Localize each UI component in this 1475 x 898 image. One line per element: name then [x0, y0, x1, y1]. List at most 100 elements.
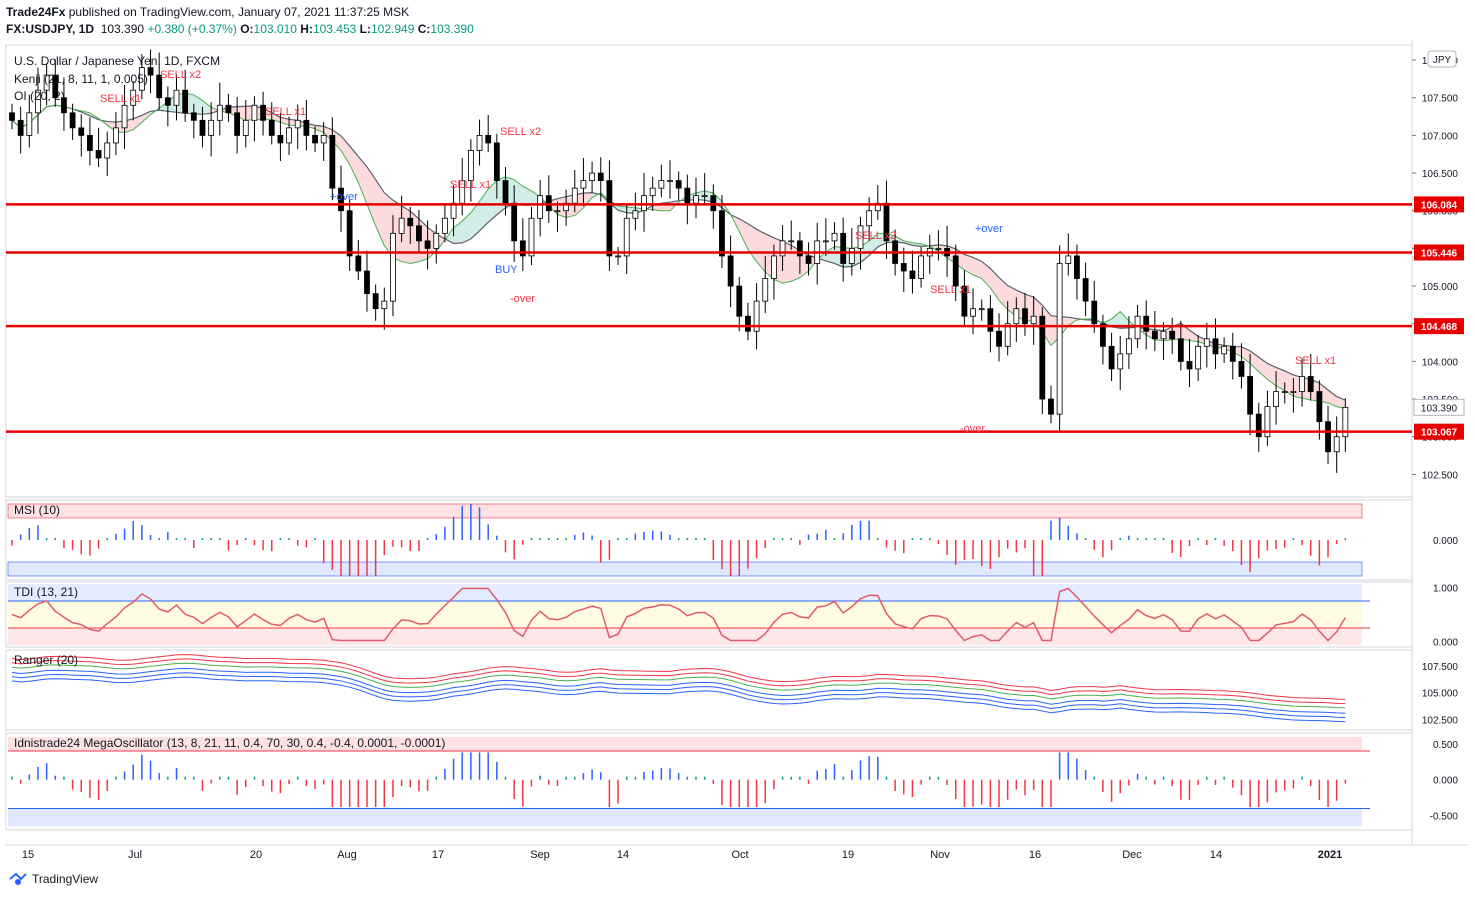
kenji-cloud-segment: [1258, 357, 1268, 380]
msi-lower-band: [7, 561, 1363, 577]
candle-body: [623, 217, 630, 257]
candle-body: [329, 135, 336, 189]
candle-body: [805, 255, 812, 264]
kenji-cloud-segment: [1267, 363, 1277, 386]
candle-body: [1264, 406, 1271, 438]
kenji-cloud-segment: [869, 233, 878, 256]
kenji-cloud-segment: [1189, 330, 1199, 342]
candle-body: [866, 210, 873, 227]
candle-body: [1169, 330, 1176, 340]
y-tick-label: 107.500: [1422, 94, 1459, 105]
level-label-box-2: [1414, 318, 1464, 335]
candle-body: [338, 187, 344, 212]
x-tick-label: Aug: [337, 849, 357, 861]
low-label: L:: [359, 22, 371, 36]
candle-body: [320, 135, 327, 144]
ranger-band-5: [11, 676, 1346, 723]
kenji-cloud-segment: [557, 196, 567, 218]
signal-label: -over: [960, 423, 985, 435]
y-tick-label: 0.500: [1433, 740, 1458, 751]
candle-body: [1307, 376, 1314, 392]
candle-body: [1074, 255, 1080, 279]
candle-body: [1195, 345, 1202, 370]
candle-body: [225, 104, 232, 114]
candle-body: [1342, 406, 1349, 438]
y-tick-label: 107.000: [1422, 131, 1459, 142]
candle-body: [615, 255, 621, 258]
symbol-label[interactable]: FX:USDJPY, 1D: [6, 22, 95, 36]
msi-upper-band: [7, 503, 1363, 519]
candle-body: [138, 67, 145, 91]
candle-body: [467, 150, 474, 182]
chart-canvas[interactable]: 108.000107.500107.000106.500106.000105.5…: [0, 40, 1475, 865]
kenji-fast-line: [11, 92, 1346, 410]
kenji-cloud-segment: [756, 229, 766, 272]
kenji-cloud-segment: [401, 205, 411, 264]
candle-body: [1143, 315, 1150, 332]
msi-title: MSI (10): [14, 503, 60, 517]
candle-body: [1022, 308, 1028, 325]
y-tick-label: 0.000: [1433, 776, 1458, 787]
tradingview-logo-icon: [9, 872, 27, 885]
candle-body: [528, 217, 535, 257]
ranger-band-1: [11, 658, 1346, 705]
candle-body: [1203, 338, 1210, 347]
kenji-cloud-segment: [1276, 367, 1285, 391]
candle-body: [268, 119, 275, 136]
kenji-cloud-segment: [358, 156, 367, 205]
candle-body: [952, 255, 959, 287]
main-title: U.S. Dollar / Japanese Yen, 1D, FXCM: [14, 54, 220, 68]
tradingview-footer[interactable]: TradingView: [8, 872, 98, 886]
candle-body: [822, 240, 829, 243]
candle-body: [43, 74, 50, 91]
footer-brand: TradingView: [32, 872, 99, 886]
x-tick-label: Sep: [530, 849, 550, 861]
mega-title: Idnistrade24 MegaOscillator (13, 8, 21, …: [14, 736, 445, 750]
candle-body: [909, 270, 916, 279]
candle-body: [675, 180, 682, 189]
y-tick-label: 102.500: [1422, 470, 1459, 481]
candle-body: [1117, 353, 1124, 370]
candle-body: [260, 104, 266, 121]
x-tick-label: Jul: [128, 849, 142, 861]
candle-body: [1186, 360, 1193, 370]
candle-body: [996, 330, 1002, 347]
candle-body: [796, 240, 803, 257]
candle-body: [182, 89, 189, 114]
publish-line: Trade24Fx published on TradingView.com, …: [6, 5, 409, 19]
candle-body: [1048, 398, 1054, 415]
candle-body: [112, 127, 119, 144]
kenji-cloud-segment: [202, 100, 212, 115]
candle-body: [1151, 330, 1158, 340]
candle-body: [693, 195, 699, 204]
price-change: +0.380 (+0.37%): [147, 22, 237, 36]
kenji-cloud-segment: [1111, 311, 1121, 329]
quote-line: FX:USDJPY, 1D 103.390 +0.380 (+0.37%) O:…: [6, 22, 474, 36]
kenji-slow-line: [11, 104, 1346, 401]
last-price-label: 103.390: [1421, 403, 1458, 414]
signal-label: BUY: [495, 264, 518, 276]
candle-body: [303, 119, 310, 136]
candle-body: [433, 232, 440, 249]
signal-label: SELL x2: [160, 69, 201, 81]
kenji-cloud-segment: [479, 189, 489, 231]
x-tick-label: 14: [617, 849, 629, 861]
kenji-cloud-segment: [514, 179, 523, 206]
kenji-cloud-segment: [1328, 390, 1337, 407]
candle-body: [147, 67, 154, 76]
x-tick-label: 16: [1029, 849, 1041, 861]
candle-body: [788, 240, 795, 243]
signal-label: -over: [510, 293, 535, 305]
candle-body: [745, 315, 751, 332]
candle-body: [1100, 323, 1106, 347]
candle-body: [1325, 421, 1331, 453]
candle-body: [719, 210, 725, 257]
candle-body: [727, 255, 734, 287]
publisher-name[interactable]: Trade24Fx: [6, 5, 66, 19]
level-label-2: 104.468: [1421, 322, 1458, 333]
kenji-cloud-segment: [999, 277, 1008, 310]
tdi-line: [11, 587, 1346, 642]
candle-body: [234, 112, 241, 136]
candle-body: [736, 285, 743, 317]
oi-legend: OI (20, 2): [14, 89, 65, 103]
